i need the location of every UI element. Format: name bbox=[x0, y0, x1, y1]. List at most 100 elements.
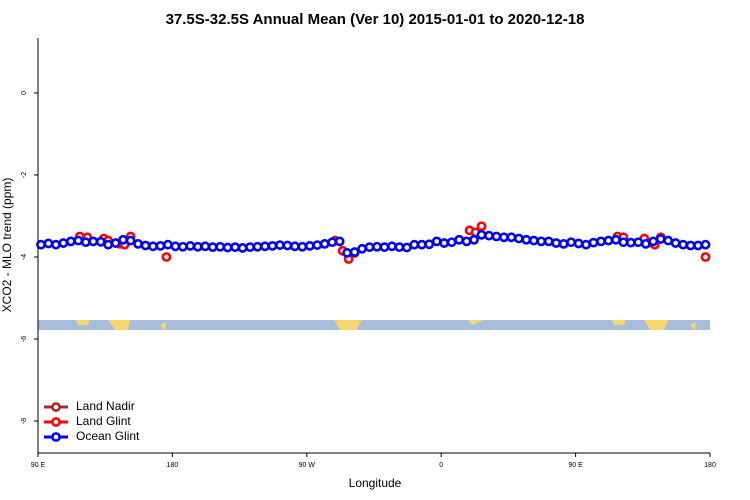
point bbox=[275, 240, 285, 250]
point bbox=[43, 238, 54, 249]
point bbox=[222, 242, 233, 253]
land-patch bbox=[468, 320, 484, 325]
point bbox=[334, 236, 345, 247]
x-axis-label: Longitude bbox=[349, 476, 402, 490]
point bbox=[170, 241, 181, 252]
point bbox=[207, 242, 218, 253]
point bbox=[513, 233, 524, 244]
point bbox=[140, 240, 151, 251]
y-tick-label: -8 bbox=[21, 418, 28, 424]
land-patch bbox=[612, 320, 626, 325]
point bbox=[678, 239, 689, 250]
point bbox=[499, 232, 509, 243]
point bbox=[192, 241, 203, 252]
x-tick-label: 0 bbox=[439, 462, 443, 469]
land-patch bbox=[76, 320, 90, 325]
map-strip bbox=[38, 320, 710, 330]
point bbox=[573, 238, 584, 249]
point bbox=[536, 236, 547, 247]
point bbox=[401, 242, 412, 253]
point bbox=[161, 252, 172, 262]
point bbox=[394, 242, 405, 253]
point bbox=[289, 241, 300, 252]
point bbox=[364, 242, 375, 253]
legend-marker bbox=[51, 402, 61, 412]
point bbox=[454, 234, 465, 245]
point bbox=[603, 235, 614, 246]
point bbox=[177, 241, 188, 252]
point bbox=[670, 238, 681, 248]
point bbox=[125, 235, 136, 246]
point bbox=[387, 241, 397, 252]
point bbox=[252, 241, 263, 252]
point bbox=[476, 221, 487, 232]
point bbox=[685, 240, 696, 251]
point bbox=[551, 238, 562, 248]
point bbox=[596, 236, 606, 247]
point bbox=[439, 238, 450, 248]
x-tick-label: 180 bbox=[167, 462, 179, 469]
point bbox=[95, 236, 106, 247]
point bbox=[80, 237, 91, 248]
point bbox=[618, 237, 629, 248]
chart-title: 37.5S-32.5S Annual Mean (Ver 10) 2015-01… bbox=[166, 11, 585, 28]
point bbox=[237, 243, 248, 253]
point bbox=[558, 238, 569, 249]
x-tick-label: 90 E bbox=[568, 462, 583, 469]
land-patch bbox=[160, 322, 166, 330]
point bbox=[297, 241, 308, 252]
point bbox=[581, 239, 591, 250]
point bbox=[200, 241, 211, 252]
point bbox=[36, 239, 46, 250]
point bbox=[700, 239, 711, 250]
point bbox=[58, 238, 69, 248]
legend-label: Ocean Glint bbox=[76, 429, 140, 443]
legend-label: Land Nadir bbox=[76, 399, 135, 413]
y-tick-label: -4 bbox=[21, 254, 28, 260]
land-patch bbox=[334, 320, 362, 330]
point bbox=[319, 238, 330, 249]
point bbox=[543, 236, 554, 247]
point bbox=[133, 238, 143, 249]
point bbox=[51, 239, 61, 250]
point bbox=[469, 234, 479, 245]
point bbox=[566, 237, 577, 248]
point bbox=[230, 242, 241, 253]
point bbox=[148, 241, 158, 252]
point bbox=[424, 239, 435, 250]
point bbox=[446, 237, 457, 248]
point bbox=[282, 240, 293, 251]
point bbox=[491, 231, 502, 242]
point bbox=[611, 234, 621, 245]
point bbox=[409, 239, 420, 250]
point bbox=[103, 239, 114, 250]
point bbox=[655, 234, 666, 244]
point bbox=[528, 235, 539, 246]
point bbox=[588, 237, 599, 248]
ocean-band bbox=[38, 320, 710, 330]
point bbox=[648, 236, 659, 247]
point bbox=[155, 241, 166, 251]
legend-label: Land Glint bbox=[76, 414, 131, 428]
y-tick-label: 0 bbox=[21, 91, 28, 95]
point bbox=[379, 242, 390, 253]
point bbox=[118, 234, 129, 245]
point bbox=[416, 239, 427, 250]
point bbox=[700, 252, 711, 262]
land-patch bbox=[644, 320, 668, 330]
point bbox=[215, 241, 226, 252]
point bbox=[349, 247, 360, 257]
x-tick-label: 90 E bbox=[31, 462, 46, 469]
point bbox=[110, 238, 121, 248]
land-patch bbox=[690, 322, 696, 330]
legend-marker bbox=[51, 432, 61, 442]
y-tick-label: -6 bbox=[21, 336, 28, 342]
point bbox=[633, 237, 644, 248]
point bbox=[357, 243, 367, 254]
point bbox=[506, 232, 517, 243]
point bbox=[521, 234, 532, 245]
point bbox=[342, 247, 353, 258]
y-tick-label: -2 bbox=[21, 172, 28, 178]
